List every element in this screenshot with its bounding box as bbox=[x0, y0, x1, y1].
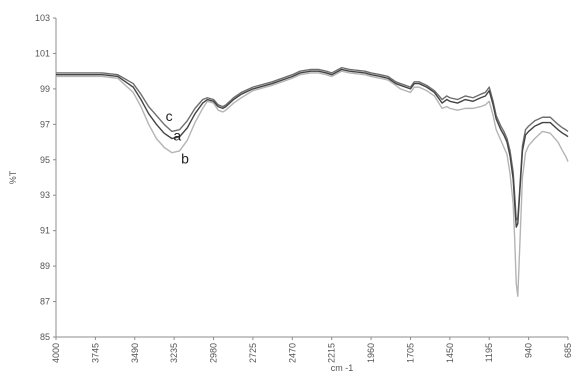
x-tick-label: 1960 bbox=[366, 343, 376, 363]
series-group bbox=[56, 66, 569, 297]
y-tick-label: 85 bbox=[40, 332, 50, 342]
series-label-a: a bbox=[173, 127, 181, 143]
x-tick-label: 1195 bbox=[484, 343, 494, 362]
axes: 85 87 89 91 93 95 97 99 101 103 4000 3745 3490 3235 29… bbox=[8, 13, 573, 373]
y-tick-label: 95 bbox=[40, 155, 50, 165]
x-axis-title: cm -1 bbox=[331, 363, 354, 373]
x-tick-label: 2215 bbox=[327, 343, 337, 363]
y-tick-label: 97 bbox=[40, 119, 50, 129]
y-tick-label: 103 bbox=[35, 13, 50, 23]
series-line-c bbox=[56, 66, 569, 221]
x-tick-label: 1705 bbox=[405, 343, 415, 363]
x-tick-label: 940 bbox=[524, 343, 534, 358]
y-tick-label: 91 bbox=[40, 226, 50, 236]
x-tick-label: 1450 bbox=[445, 343, 455, 363]
series-line-b bbox=[56, 70, 569, 297]
y-tick-label: 101 bbox=[35, 48, 50, 58]
x-tick-label: 4000 bbox=[51, 343, 61, 363]
y-axis-title: %T bbox=[8, 170, 18, 184]
series-line-a bbox=[56, 68, 569, 228]
series-label-c: c bbox=[166, 108, 173, 124]
y-tick-label: 93 bbox=[40, 190, 50, 200]
y-tick-label: 87 bbox=[40, 297, 50, 307]
x-tick-label: 3235 bbox=[169, 343, 179, 363]
x-tick-label: 685 bbox=[563, 343, 573, 358]
series-label-b: b bbox=[181, 150, 189, 166]
y-tick-label: 89 bbox=[40, 261, 50, 271]
x-tick-label: 2470 bbox=[287, 343, 297, 363]
x-tick-label: 2725 bbox=[248, 343, 258, 363]
x-tick-label: 3490 bbox=[130, 343, 140, 363]
x-tick-label: 3745 bbox=[90, 343, 100, 363]
x-tick-label: 2980 bbox=[209, 343, 219, 363]
y-tick-label: 99 bbox=[40, 84, 50, 94]
annotations-group: cab bbox=[166, 108, 189, 167]
